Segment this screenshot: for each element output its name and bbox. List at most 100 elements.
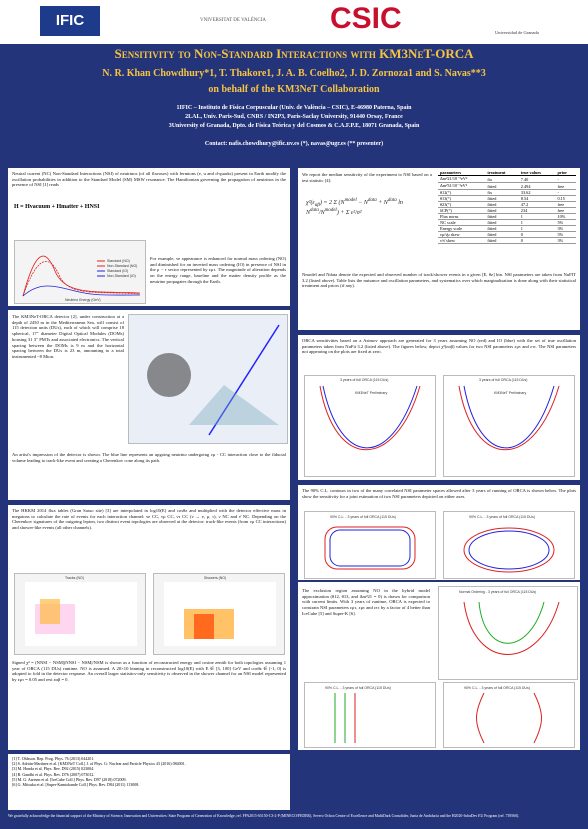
panel: The HKKM 2014 flux tables (Gran Sasso si… bbox=[8, 505, 290, 750]
table-cell: 1 bbox=[518, 213, 556, 220]
table-cell: 1 bbox=[518, 219, 556, 226]
table-cell: fitted bbox=[485, 207, 519, 214]
reference: [6] G. Mitsuka et al. [Super-Kamiokande … bbox=[12, 781, 140, 787]
paragraph: Neutral current (NC) Non-Standard Intera… bbox=[12, 171, 286, 188]
table-cell: 47.2 bbox=[518, 201, 556, 208]
legend-label: Standard (IO) bbox=[107, 269, 128, 273]
table-cell: fitted bbox=[485, 213, 519, 220]
table-cell: fitted bbox=[485, 195, 519, 202]
header-cell: parameters bbox=[438, 170, 486, 176]
logo: CSIC bbox=[330, 2, 402, 35]
table-cell: 3% bbox=[555, 237, 576, 244]
table-row: Energy scale fitted 1 3% bbox=[438, 225, 576, 232]
reference: [4] R. Gandhi et al. Phys. Rev. D76 (200… bbox=[12, 771, 95, 777]
table-cell: 10% bbox=[555, 213, 576, 220]
reference: [1] T. Ohlsson. Rep. Prog. Phys. 76 (201… bbox=[12, 756, 95, 761]
table-cell: ν/ν̄ skew bbox=[438, 237, 486, 244]
panel: The exclusion region assuming NO in the … bbox=[298, 582, 580, 750]
table-cell: 5% bbox=[555, 219, 576, 226]
table-row: Δm²21/10⁻⁵eV² fix 7.40- bbox=[438, 175, 576, 183]
collaboration: on behalf of the KM3NeT Collaboration bbox=[208, 84, 380, 95]
affiliation: 3University of Granada, Dpto. de Física … bbox=[168, 123, 420, 129]
table-cell: 3% bbox=[555, 225, 576, 232]
paragraph: Signed χ² = (NNSI − NSM)|NNSI − NSM|/NSM… bbox=[12, 660, 286, 683]
plot-note: KM3NeT Preliminary bbox=[355, 391, 387, 395]
panel: Neutral current (NC) Non-Standard Intera… bbox=[8, 168, 290, 306]
panel: ORCA sensitivities based on a Asimov app… bbox=[298, 335, 580, 480]
table-cell: fitted bbox=[485, 182, 519, 190]
plot: Showers (NO) bbox=[153, 573, 285, 655]
plot: Tracks (NO) bbox=[14, 573, 146, 655]
title: Sensitivity to Non-Standard Interactions… bbox=[114, 46, 474, 61]
header-cell: treatment bbox=[485, 170, 519, 176]
reference: [5] M. G. Aartsen et al. [IceCube Coll.]… bbox=[12, 776, 127, 782]
table-row: θ23(°) fitted 47.2 free bbox=[438, 201, 576, 208]
table-cell: θ23(°) bbox=[438, 201, 486, 208]
table-header: parameters treatment true values prior bbox=[438, 170, 576, 176]
panel: We report the median sensitivity of the … bbox=[298, 168, 580, 330]
table-row: θ12(°) fix 33.62- bbox=[438, 189, 576, 196]
reference: [2] S. Adrián-Martínez et al. [KM3NeT Co… bbox=[12, 761, 186, 767]
legend-label: Non-Standard (NO) bbox=[107, 264, 137, 268]
plot-title: 3 years of full ORCA (115 DUs) bbox=[479, 378, 527, 382]
plot-note: KM3NeT Preliminary bbox=[494, 391, 526, 395]
plot: 3 years of full ORCA (115 DUs) KM3NeT Pre… bbox=[304, 375, 436, 477]
table-row: δCP(°) fitted 234 free bbox=[438, 207, 576, 214]
paragraph: The 90% C.L. contours in two of the many… bbox=[302, 488, 576, 499]
table-cell: fix bbox=[485, 189, 519, 196]
table-cell: fitted bbox=[485, 219, 519, 226]
panel: The 90% C.L. contours in two of the many… bbox=[298, 485, 580, 580]
paragraph: We report the median sensitivity of the … bbox=[302, 172, 432, 183]
detector-image bbox=[128, 314, 288, 444]
paragraph: The exclusion region assuming NO in the … bbox=[302, 588, 430, 616]
table-row: Flux norm. fitted 1 10% bbox=[438, 213, 576, 220]
paragraph: The HKKM 2014 flux tables (Gran Sasso si… bbox=[12, 508, 286, 531]
plot: Neutrino Energy (GeV) Standard (NO) Non-St… bbox=[14, 240, 146, 304]
plot: 90% C.L. - 3 years of full ORCA (115 DUs… bbox=[304, 682, 436, 748]
table-cell: 5% bbox=[555, 231, 576, 238]
axis-label: Neutrino Energy (GeV) bbox=[65, 298, 101, 302]
table-cell: 7.40 bbox=[518, 175, 556, 183]
plot: 3 years of full ORCA (115 DUs) KM3NeT Pre… bbox=[443, 375, 575, 477]
table-cell: Energy scale bbox=[438, 225, 486, 232]
table-cell: θ12(°) bbox=[438, 189, 486, 196]
plot-title: Showers (NO) bbox=[204, 576, 226, 580]
table-cell: 8.54 bbox=[518, 195, 556, 202]
table-cell: free bbox=[555, 201, 576, 208]
table-row: θ13(°) fitted 8.54 0.15 bbox=[438, 195, 576, 202]
table-cell: νμ/ν̄μ skew bbox=[438, 231, 486, 238]
table-cell: 2.494 bbox=[518, 182, 556, 190]
reference: [3] M. Honda et al. Phys. Rev. D92 (2015… bbox=[12, 766, 95, 772]
paragraph: For example, νe appearance is enhanced f… bbox=[150, 256, 286, 284]
table-cell: 234 bbox=[518, 207, 556, 214]
table-cell: θ13(°) bbox=[438, 195, 486, 202]
table-cell: fitted bbox=[485, 225, 519, 232]
plot: 90% C.L. - 3 years of full ORCA (115 DUs… bbox=[443, 682, 575, 748]
logo-strip: IFIC VNIVERSITAT DE VALÈNCIA CSIC Univer… bbox=[0, 0, 588, 44]
table-cell: 0 bbox=[518, 231, 556, 238]
header-cell: prior bbox=[555, 170, 576, 176]
authors: N. R. Khan Chowdhury*1, T. Thakore1, J. … bbox=[102, 68, 486, 79]
table-cell: Δm²31/10⁻³eV² bbox=[438, 182, 486, 190]
table-cell: NC scale bbox=[438, 219, 486, 226]
paragraph: Nmodel and Ndata denote the expected and… bbox=[302, 272, 576, 289]
paragraph: An artist's impression of the detector i… bbox=[12, 452, 286, 463]
equation: χ²(εαβ) = 2 Σ (Nmodel − Ndata + Ndata ln… bbox=[306, 198, 403, 217]
equation: H = Hvacuum + Hmatter + HNSI bbox=[14, 204, 100, 210]
logo: Universidad de Granada bbox=[495, 30, 539, 35]
table-cell: free bbox=[555, 207, 576, 214]
logo: IFIC bbox=[40, 6, 100, 36]
plot-title: 3 years of full ORCA (115 DUs) bbox=[340, 378, 388, 382]
paragraph: The KM3NeT-ORCA detector [2], under cons… bbox=[12, 314, 124, 360]
parameter-table: parameters treatment true values prior Δm²21… bbox=[438, 170, 576, 244]
table-cell: Flux norm. bbox=[438, 213, 486, 220]
table-cell: 33.62 bbox=[518, 189, 556, 196]
affiliation: 1IFIC – Instituto de Física Corpuscular … bbox=[176, 105, 412, 111]
plot-title: 90% C.L. - 3 years of full ORCA (115 DUs… bbox=[469, 515, 535, 519]
panel: The KM3NeT-ORCA detector [2], under cons… bbox=[8, 310, 290, 500]
table-cell: 0.15 bbox=[555, 195, 576, 202]
plot-title: 90% C.L. - 3 years of full ORCA (115 DUs… bbox=[325, 686, 391, 690]
contact: Contact: nafis.chowdhury@ific.uv.es (*),… bbox=[204, 141, 384, 147]
table-row: ν/ν̄ skew fitted 0 3% bbox=[438, 237, 576, 244]
